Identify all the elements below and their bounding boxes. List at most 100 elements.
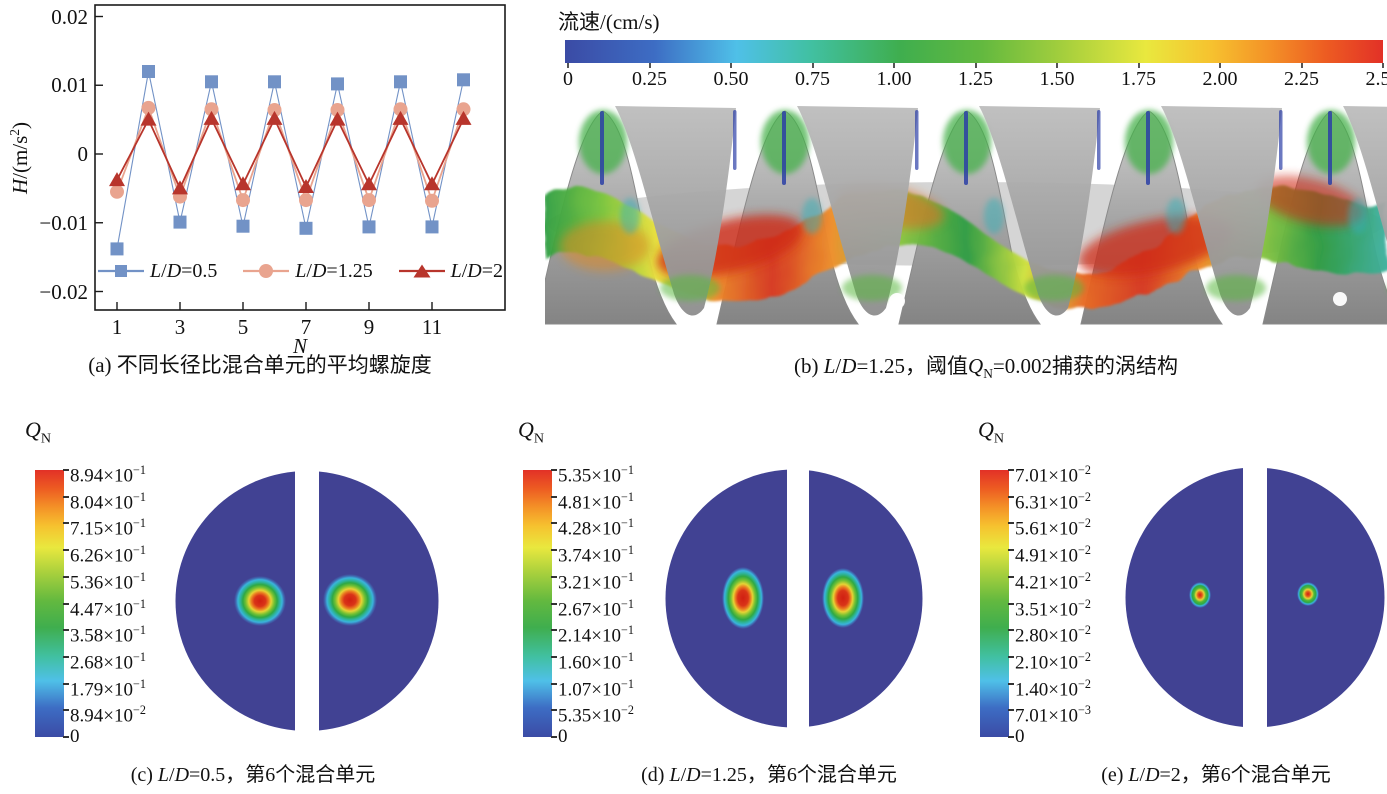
qn-tick-mark: [1008, 709, 1014, 712]
blade-gaps: [889, 292, 1347, 309]
caption-a: (a) 不同长径比混合单元的平均螺旋度: [88, 353, 432, 377]
vortex-core-left: [1189, 582, 1211, 608]
velocity-tick-label: 1.75: [1121, 68, 1156, 90]
qn-tick-label: 2.10×10−2: [1015, 649, 1091, 674]
qn-tick-mark: [63, 602, 69, 605]
x-tick-label: 1: [111, 315, 123, 339]
qn-colorbar-title-c: QN: [25, 417, 52, 447]
qn-tick-label: 2.14×10−1: [558, 623, 634, 647]
qn-tick-mark: [551, 575, 557, 578]
qn-tick-label: 3.58×10−1: [70, 623, 146, 647]
qn-tick-mark: [63, 549, 69, 552]
qn-tick-label: 8.94×10−2: [70, 703, 146, 727]
qn-tick-label: 6.31×10−2: [1015, 489, 1091, 514]
qn-tick-mark: [551, 549, 557, 552]
qn-tick-label: 0: [1015, 726, 1025, 747]
legend-item: L/D=1.25: [243, 259, 373, 283]
caption-e: (e) L/D=2，第6个混合单元: [1101, 764, 1331, 786]
x-tick-label: 3: [174, 315, 186, 339]
velocity-tick-label: 0.50: [713, 68, 749, 90]
velocity-tick-mark: [1056, 63, 1058, 68]
legend-item: L/D=2: [398, 259, 503, 283]
qn-tick-label: 7.01×10−2: [1015, 463, 1091, 487]
qn-tick-mark: [1008, 602, 1014, 605]
screw-blades-front: [615, 106, 1387, 316]
vortex-structure-render: [545, 106, 1387, 325]
qn-tick-label: 0: [70, 726, 80, 747]
qn-tick-label: 5.36×10−1: [70, 569, 146, 594]
qn-tick-mark: [1008, 469, 1014, 471]
legend-marker-circle: [243, 264, 290, 278]
y-tick-label: 0: [77, 142, 89, 166]
qn-tick-label: 3.74×10−1: [558, 543, 634, 567]
velocity-tick-label: 0.75: [795, 68, 830, 90]
legend-item: L/D=0.5: [98, 260, 217, 283]
velocity-tick-label: 2.00: [1202, 68, 1238, 90]
qn-tick-mark: [63, 709, 69, 712]
qn-tick-mark: [1008, 522, 1014, 525]
velocity-tick-label: 1.50: [1039, 68, 1075, 90]
qn-tick-label: 1.40×10−2: [1015, 676, 1091, 700]
contour-cross-section-c: [175, 470, 439, 732]
qn-tick-label: 4.47×10−1: [70, 596, 146, 620]
velocity-tick-mark: [974, 63, 977, 68]
qn-tick-label: 2.67×10−1: [558, 596, 634, 620]
qn-tick-label: 8.04×10−1: [70, 489, 146, 514]
vortex-core-left: [722, 567, 764, 629]
qn-tick-mark: [551, 682, 557, 685]
x-tick-label: 7: [300, 315, 312, 339]
screw-gap: [295, 470, 319, 732]
velocity-tick-label: 1.25: [958, 68, 993, 90]
vortex-overlaps: [660, 275, 1266, 301]
vortex-core-right: [822, 568, 864, 628]
x-tick-label: 11: [421, 315, 443, 339]
x-axis-label: N: [292, 334, 307, 358]
velocity-tick-mark: [811, 63, 814, 68]
qn-tick-mark: [1008, 495, 1014, 498]
qn-tick-mark: [63, 469, 69, 471]
qn-tick-mark: [551, 629, 557, 632]
qn-tick-label: 4.91×10−2: [1015, 543, 1091, 567]
y-tick-label: 0.01: [51, 73, 88, 97]
x-tick-label: 9: [363, 315, 375, 339]
qn-tick-label: 1.79×10−1: [70, 676, 146, 700]
velocity-colorbar-title: 流速/(cm/s): [558, 10, 660, 34]
qn-tick-mark: [551, 709, 557, 712]
velocity-colorbar: [565, 40, 1383, 63]
qn-tick-label: 7.15×10−1: [70, 516, 146, 540]
qn-tick-label: 2.68×10−1: [70, 649, 146, 674]
y-tick-label: −0.01: [39, 211, 88, 235]
velocity-tick-mark: [1137, 63, 1140, 68]
legend-label: L/D=2: [450, 259, 503, 282]
helicity-chart-svg: [94, 4, 506, 311]
qn-tick-mark: [551, 495, 557, 498]
qn-tick-mark: [63, 629, 69, 632]
velocity-tick-label: 1.00: [876, 68, 912, 90]
legend-label: L/D=1.25: [295, 259, 373, 282]
vortex-core-left: [234, 576, 286, 626]
qn-tick-label: 0: [558, 726, 568, 747]
qn-tick-label: 8.94×10−1: [70, 463, 146, 487]
qn-tick-mark: [551, 522, 557, 525]
qn-tick-label: 5.35×10−2: [558, 703, 634, 727]
chart-legend: L/D=0.5 L/D=1.25 L/D=2: [98, 260, 503, 282]
vortex-blue-edges: [600, 110, 1332, 185]
qn-tick-label: 3.21×10−1: [558, 569, 634, 594]
qn-tick-mark: [1008, 629, 1014, 632]
velocity-tick-mark: [1300, 63, 1303, 68]
qn-tick-label: 4.21×10−2: [1015, 569, 1091, 594]
contour-cross-section-d: [665, 469, 923, 728]
caption-d: (d) L/D=1.25，第6个混合单元: [641, 764, 897, 786]
qn-tick-label: 1.60×10−1: [558, 649, 634, 674]
velocity-tick-label: 2.25: [1284, 68, 1319, 90]
qn-tick-mark: [1008, 682, 1014, 685]
qn-colorbar-title-d: QN: [518, 417, 545, 447]
qn-tick-label: 4.28×10−1: [558, 516, 634, 540]
vortex-core-right: [1297, 582, 1319, 606]
screw-gap: [1243, 467, 1267, 728]
vortex-blade-caps: [579, 110, 1368, 234]
